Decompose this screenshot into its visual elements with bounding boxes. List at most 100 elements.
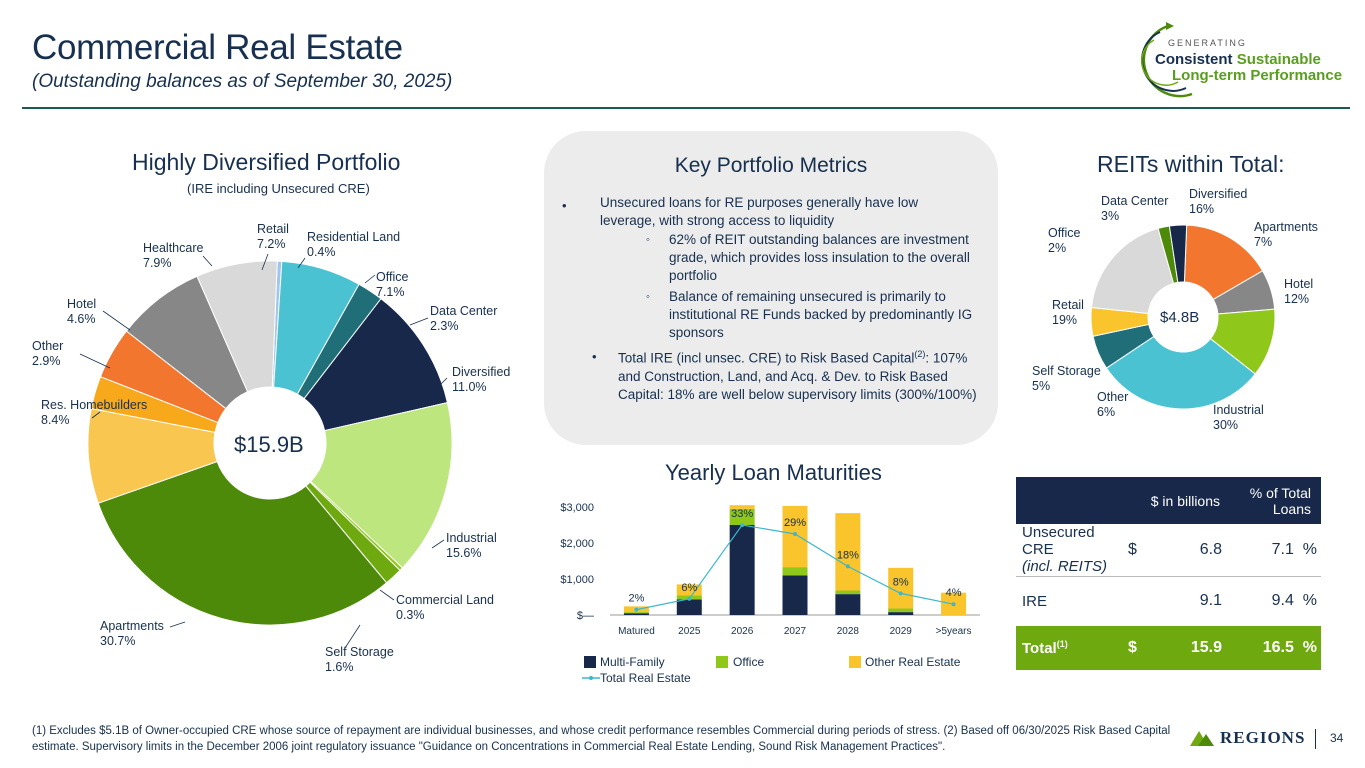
pie1-label-healthcare: Healthcare 7.9% [143, 241, 204, 270]
table-row-pct: 7.1 % [1271, 540, 1317, 558]
reits-slice-retail [1090, 227, 1175, 314]
reits-slice-data-center [1168, 224, 1188, 283]
pie1-label-office: Office 7.1% [376, 270, 409, 299]
footnote: (1) Excludes $5.1B of Owner-occupied CRE… [32, 725, 1171, 753]
legend-other-real-estate: Other Real Estate [865, 655, 961, 669]
leader-line-4 [431, 539, 445, 549]
table-row-label: Unsecured CRE (incl. REITS) [1022, 524, 1108, 576]
bar-office-matured [623, 612, 649, 614]
table-row-pct: 9.4 % [1271, 592, 1317, 610]
table-row-value: $6.8 [1128, 540, 1222, 558]
table-header-blank [1016, 477, 1128, 524]
pie2-label-office: Office 2% [1048, 226, 1081, 255]
portfolio-title: Highly Diversified Portfolio [132, 149, 401, 175]
y-tick-label: $3,000 [560, 502, 594, 514]
pie1-label-res-homebuilders: Res. Homebuilders 8.4% [41, 398, 148, 427]
leader-line-3 [439, 377, 448, 386]
regions-triangle-icon [1190, 731, 1214, 746]
line-data-label: 2% [628, 593, 644, 605]
portfolio-slice-apartments [97, 460, 388, 626]
x-tick-label: 2026 [731, 626, 754, 637]
pie1-label-diversified: Diversified 11.0% [452, 365, 511, 394]
total-real-estate-point [845, 564, 850, 569]
pie1-label-data-center: Data Center 2.3% [430, 304, 498, 333]
bar-multi-family-2028 [835, 594, 861, 615]
legend-office: Office [733, 655, 765, 669]
key-metrics-panel: Key Portfolio Metrics • Unsecured loans … [544, 131, 998, 445]
page-number: 34 [1330, 731, 1344, 745]
line-data-label: 29% [784, 517, 806, 529]
bar-other-real-estate-2029 [888, 567, 914, 609]
leader-line-11 [202, 255, 213, 267]
table-row-value: 9.1 [1199, 592, 1222, 610]
line-data-label: 4% [946, 587, 962, 599]
y-tick-label: $2,000 [560, 538, 594, 550]
leader-line-6 [344, 624, 361, 649]
bar-other-real-estate-2026 [729, 505, 755, 509]
leader-line-12 [261, 253, 269, 271]
total-real-estate-point [898, 591, 903, 596]
bar-multi-family-2029 [888, 612, 914, 615]
bar-other-real-estate-2025 [676, 584, 702, 596]
portfolio-slice-industrial [310, 401, 453, 569]
table-header-row: $ in billions % of Total Loans [1016, 477, 1321, 524]
table-total-pct: 16.5 % [1262, 639, 1317, 656]
total-real-estate-point [687, 596, 692, 601]
legend-total-real-estate: Total Real Estate [600, 671, 691, 685]
pie1-label-retail: Retail 7.2% [257, 222, 289, 251]
bar-other-real-estate-2028 [835, 513, 861, 591]
header-divider [22, 107, 1350, 109]
bar-office-2026 [729, 508, 755, 525]
pie2-label-industrial: Industrial 30% [1213, 403, 1264, 432]
portfolio-subtitle: (IRE including Unsecured CRE) [187, 181, 370, 196]
legend-swatch-multi-family [584, 656, 596, 668]
pie1-label-apartments: Apartments 30.7% [100, 619, 164, 648]
bar-office-2029 [888, 608, 914, 613]
table-total-label: Total(1) [1022, 639, 1068, 657]
bullet-dot-icon: • [592, 349, 597, 364]
total-real-estate-point [740, 523, 745, 527]
legend-multi-family: Multi-Family [600, 655, 665, 669]
x-tick-label: >5years [936, 626, 972, 637]
leader-line-0 [297, 257, 306, 269]
table-total-row: Total(1) $15.9 16.5 % [1016, 626, 1321, 670]
pie1-label-hotel: Hotel 4.6% [67, 297, 97, 326]
bar-office-2027 [782, 567, 808, 576]
regions-brand: REGIONS [1220, 728, 1306, 747]
legend-swatch-office [716, 656, 728, 668]
portfolio-slice-retail [196, 260, 278, 393]
x-tick-label: 2025 [678, 626, 701, 637]
bar-multi-family-2027 [782, 575, 808, 615]
footer-divider [1315, 729, 1316, 749]
pie2-label-hotel: Hotel 12% [1284, 277, 1314, 306]
metric-bullet-1b: Balance of remaining unsecured is primar… [669, 289, 973, 340]
logo-arc-icon [1141, 22, 1193, 98]
line-data-label: 18% [837, 549, 859, 561]
metric-bullet-1a: 62% of REIT outstanding balances are inv… [669, 232, 970, 283]
page-subtitle: (Outstanding balances as of September 30… [32, 71, 453, 92]
leader-line-2 [409, 317, 429, 326]
portfolio-slice-diversified [303, 298, 449, 432]
reits-title: REITs within Total: [1097, 151, 1285, 177]
table-header-pct: % of Total Loans [1249, 484, 1311, 517]
pie2-label-other: Other 6% [1097, 390, 1129, 419]
pie1-label-residential-land: Residential Land 0.4% [307, 230, 401, 259]
pie2-label-diversified: Diversified 16% [1189, 187, 1248, 216]
bar-multi-family-2026 [729, 525, 755, 615]
bullet-dot-icon: • [562, 198, 567, 213]
portfolio-total: $15.9B [234, 432, 304, 457]
line-data-label: 8% [893, 576, 909, 588]
logo-line1: Consistent Sustainable [1155, 51, 1321, 68]
page-title: Commercial Real Estate [32, 28, 403, 67]
pie1-label-other: Other 2.9% [32, 339, 64, 368]
y-tick-label: $1,000 [560, 574, 594, 586]
table-total-value: $15.9 [1128, 639, 1222, 656]
table-row-label: IRE [1022, 592, 1048, 610]
pie1-label-commercial-land: Commercial Land 0.3% [396, 593, 494, 622]
y-tick-label: $— [577, 610, 594, 622]
table-header-billions: $ in billions [1150, 492, 1220, 509]
total-real-estate-point [634, 607, 639, 612]
legend-line-icon [582, 676, 600, 680]
